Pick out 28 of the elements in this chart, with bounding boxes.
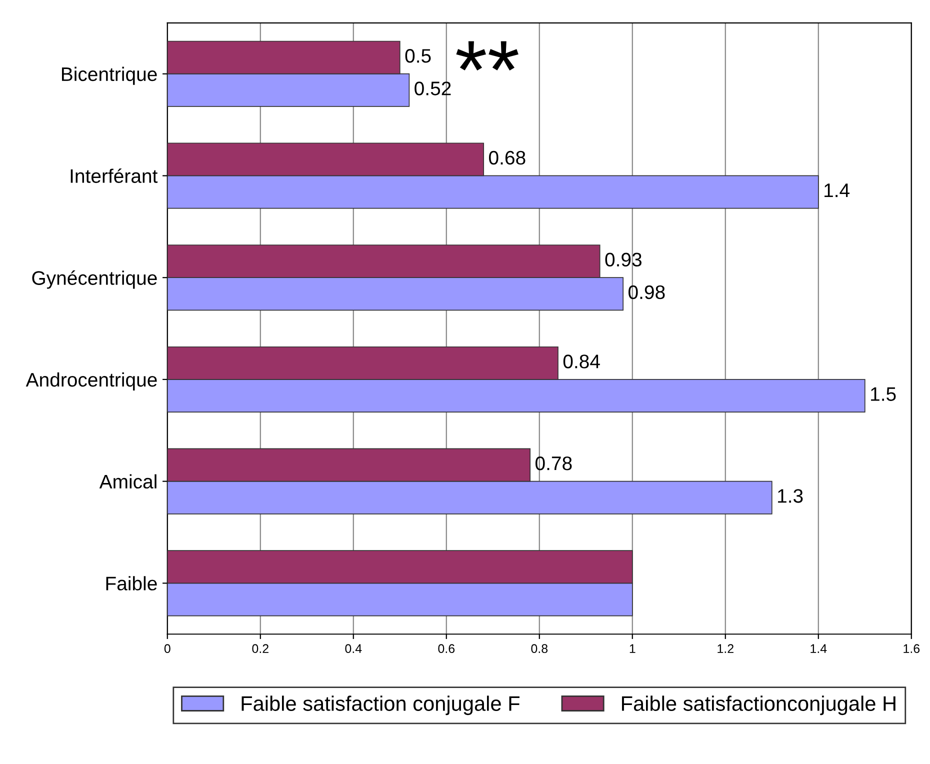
- data-label: 1.4: [824, 184, 850, 198]
- y-tick-label: Faible: [106, 576, 157, 590]
- y-tick-label: Gynécentrique: [32, 270, 157, 289]
- y-tick-label: Androcentrique: [26, 372, 157, 391]
- legend-label: Faible satisfactionconjugale H: [622, 696, 896, 716]
- x-tick-label: 1.4: [810, 644, 827, 653]
- data-label: 0.52: [414, 82, 451, 96]
- x-tick-label: 0: [164, 644, 170, 654]
- x-tick-label: 0.4: [345, 644, 362, 654]
- x-tick-label: 1.6: [904, 644, 920, 654]
- data-label: 0.78: [536, 456, 572, 470]
- data-label: 0.93: [605, 252, 642, 267]
- x-tick-label: 1.2: [718, 644, 734, 653]
- y-tick-label: Interférant: [70, 168, 158, 183]
- data-label: 1.3: [778, 489, 803, 503]
- x-tick-label: 1: [630, 644, 636, 653]
- data-label: 0.98: [628, 285, 665, 300]
- data-label: 0.5: [405, 49, 431, 63]
- y-tick-label: Amical: [99, 474, 156, 489]
- data-label: 0.84: [563, 354, 600, 368]
- legend-label: Faible satisfaction conjugale F: [242, 696, 520, 716]
- data-label: 1.5: [871, 387, 896, 401]
- annotation: **: [456, 41, 518, 71]
- x-tick-label: 0.8: [531, 644, 548, 654]
- data-label: 0.68: [489, 150, 526, 165]
- y-tick-label: Bicentrique: [62, 66, 157, 85]
- x-tick-label: 0.6: [438, 644, 455, 654]
- x-tick-label: 0.2: [252, 644, 268, 654]
